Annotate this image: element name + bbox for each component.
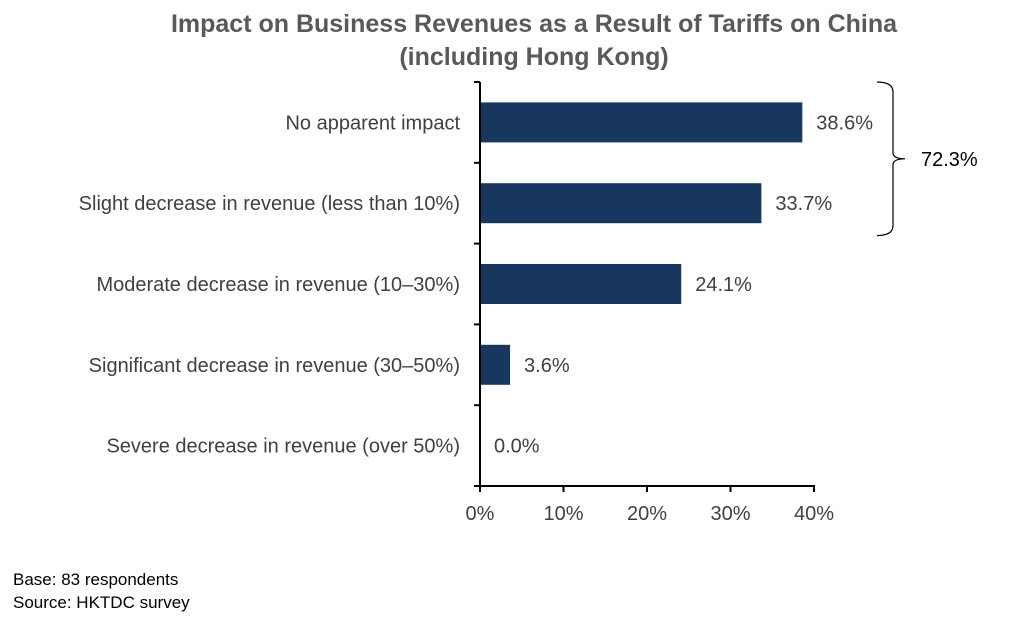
category-label: No apparent impact	[285, 112, 460, 134]
data-label: 38.6%	[816, 112, 873, 134]
bracket-annotation	[876, 81, 906, 237]
data-label: 3.6%	[524, 355, 570, 377]
data-label: 33.7%	[775, 193, 832, 215]
source-footnote: Source: HKTDC survey	[13, 593, 190, 612]
x-tick-label: 30%	[710, 503, 750, 525]
bar	[480, 102, 803, 143]
chart-title: Impact on Business Revenues as a Result …	[171, 10, 898, 38]
bracket-total-label: 72.3%	[921, 149, 978, 171]
x-tick-label: 0%	[466, 503, 495, 525]
base-footnote: Base: 83 respondents	[13, 570, 179, 589]
x-tick-label: 20%	[627, 503, 667, 525]
bar	[480, 344, 511, 385]
category-label: Severe decrease in revenue (over 50%)	[106, 436, 460, 458]
x-tick-label: 10%	[543, 503, 583, 525]
category-label: Moderate decrease in revenue (10–30%)	[96, 274, 460, 296]
data-label: 0.0%	[494, 436, 540, 458]
category-label: Significant decrease in revenue (30–50%)	[89, 355, 460, 377]
data-label: 24.1%	[695, 274, 752, 296]
bar	[480, 183, 762, 224]
bar	[480, 264, 682, 304]
x-tick-label: 40%	[794, 503, 834, 525]
chart-subtitle: (including Hong Kong)	[399, 43, 668, 71]
category-label: Slight decrease in revenue (less than 10…	[79, 193, 460, 215]
